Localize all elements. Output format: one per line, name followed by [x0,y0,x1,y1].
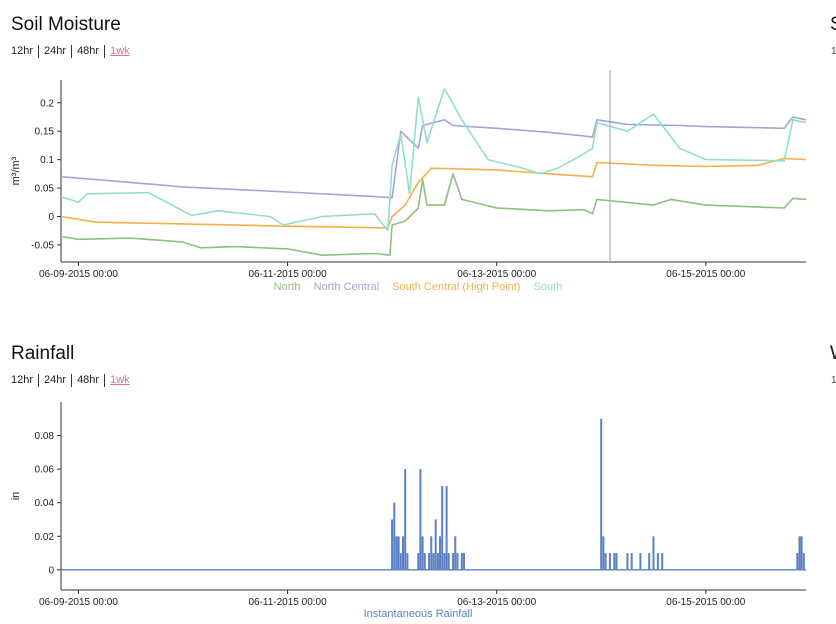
rainfall-chart[interactable]: 0 0.02 0.04 0.06 0.08 06-09-2015 00:00 06-11-2… [0,330,836,610]
moisture-x-tick-label: 06-09-2015 00:00 [39,269,118,280]
rain-bar [800,536,803,570]
moisture-x-tick-label: 06-11-2015 00:00 [248,269,327,280]
rain-bar [454,536,457,570]
rain-x-tick-label: 06-13-2015 00:00 [457,597,536,608]
rain-bar [432,553,435,570]
rain-bar [802,553,805,570]
rain-bar [391,519,394,570]
rain-y-tick-label: 0 [48,565,54,576]
moisture-y-tick-label: 0 [48,212,54,223]
rain-x-tick-label: 06-15-2015 00:00 [666,597,745,608]
next-panel-range-fragment: 1 [831,46,836,57]
legend-item-south-central[interactable]: South Central (High Point) [392,281,521,293]
rain-bar [439,536,441,570]
rain-bar [456,553,459,570]
rain-bar [417,553,420,570]
legend-item-instantaneous-rainfall[interactable]: Instantaneous Rainfall [363,608,473,620]
rain-y-tick-label: 0.04 [35,498,55,509]
soil-moisture-chart[interactable]: -0.05 0 0.05 0.1 0.15 0.2 06-09-2015 00:00 06-1… [0,0,836,300]
rain-range-48hr-link[interactable]: 48hr [71,374,104,387]
rain-bar [608,553,611,570]
rain-bar [445,485,448,570]
range-1wk-link[interactable]: 1wk [104,45,135,58]
rain-bar [656,553,659,570]
rain-bar [661,553,664,570]
rain-bar [399,553,402,570]
legend-item-north-central[interactable]: North Central [313,281,380,293]
moisture-series-line-south [60,87,807,232]
next-panel-title-fragment: S [830,14,836,36]
rain-y-tick-label: 0.06 [35,465,55,476]
soil-moisture-panel: Soil Moisture 12hr 24hr 48hr 1wk S 1 -0.… [0,0,836,310]
rain-y-tick-label: 0.08 [35,431,55,442]
rain-y-axis-label: in [10,492,22,501]
rain-bar [604,553,607,570]
next-rain-panel-title-fragment: W [830,343,836,365]
rain-bar [630,553,633,570]
soil-moisture-range-selector: 12hr 24hr 48hr 1wk [11,45,135,58]
rain-bar [423,553,426,570]
moisture-y-axis-label: m³/m³ [10,156,22,185]
range-12hr-link[interactable]: 12hr [11,45,34,57]
rain-bar [639,553,642,570]
rain-range-24hr-link[interactable]: 24hr [38,374,71,387]
rain-bar [436,553,439,570]
rain-bar [600,418,603,570]
rain-bar [430,536,433,570]
next-rain-panel-range-fragment: 1 [831,375,836,386]
rainfall-panel: Rainfall 12hr 24hr 48hr 1wk W 1 0 0.02 0.0… [0,330,836,624]
rain-bar [613,553,616,570]
range-48hr-link[interactable]: 48hr [71,45,104,58]
rain-bar [602,536,605,570]
rain-x-tick-label: 06-09-2015 00:00 [39,597,118,608]
rain-bar [404,469,407,570]
moisture-x-tick-label: 06-13-2015 00:00 [457,269,536,280]
range-24hr-link[interactable]: 24hr [38,45,71,58]
rain-bar [447,553,450,570]
moisture-y-tick-label: -0.05 [31,240,54,251]
rain-bar [798,536,801,570]
rain-bar [652,536,655,570]
rain-bar [406,553,409,570]
rain-bar [402,536,404,570]
moisture-y-tick-label: 0.15 [35,127,55,138]
moisture-y-tick-label: 0.05 [35,184,55,195]
rain-bar [441,485,444,570]
rain-bar [393,502,396,570]
rain-bar [421,536,424,570]
legend-item-north[interactable]: North [273,281,301,293]
rain-bar [428,553,431,570]
moisture-y-tick-label: 0.1 [40,155,54,166]
rain-x-tick-label: 06-11-2015 00:00 [248,597,327,608]
moisture-y-tick-label: 0.2 [40,98,54,109]
rainfall-range-selector: 12hr 24hr 48hr 1wk [11,374,135,387]
rain-bar [419,469,422,570]
legend-item-south[interactable]: South [533,281,563,293]
rain-range-1wk-link[interactable]: 1wk [104,374,135,387]
rain-bar [397,536,400,570]
rain-bar [395,536,398,570]
rain-bar [452,553,455,570]
rainfall-title: Rainfall [11,343,75,364]
soil-moisture-legend: North North Central South Central (High … [0,281,836,293]
rain-bar [463,553,465,570]
rain-range-12hr-link[interactable]: 12hr [11,374,34,386]
moisture-series-line-north-central [60,116,807,199]
rain-bar [648,553,651,570]
rain-y-tick-label: 0.02 [35,532,55,543]
rain-bar [615,553,618,570]
soil-moisture-title: Soil Moisture [11,14,121,35]
rainfall-legend: Instantaneous Rainfall [0,608,836,620]
rain-bar [796,553,799,570]
rain-bar [443,553,446,570]
moisture-series-line-south-central [60,157,807,229]
rain-bar [434,519,437,570]
moisture-series-line-north [60,173,807,256]
rain-bar [460,553,463,570]
moisture-x-tick-label: 06-15-2015 00:00 [666,269,745,280]
rain-bar [626,553,629,570]
